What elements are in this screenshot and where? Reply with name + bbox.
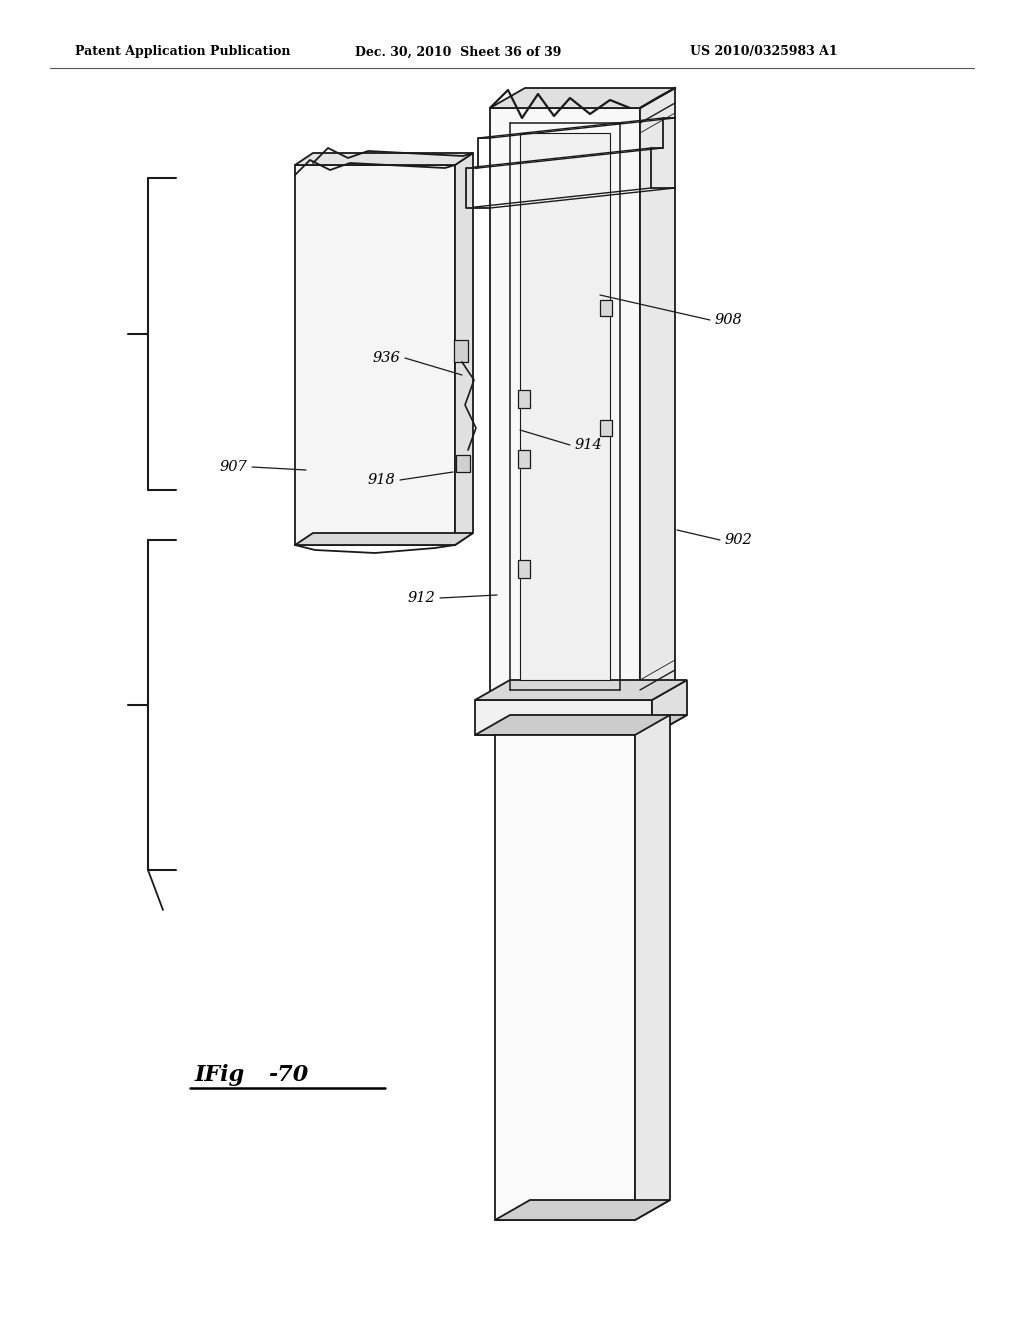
Text: 912: 912 bbox=[408, 591, 435, 605]
Text: 918: 918 bbox=[368, 473, 395, 487]
Polygon shape bbox=[454, 341, 468, 362]
Polygon shape bbox=[495, 735, 635, 1220]
Polygon shape bbox=[475, 700, 652, 735]
Polygon shape bbox=[495, 1200, 670, 1220]
Polygon shape bbox=[652, 680, 687, 735]
Text: IFig: IFig bbox=[195, 1064, 245, 1086]
Text: 914: 914 bbox=[575, 438, 603, 451]
Polygon shape bbox=[518, 389, 530, 408]
Polygon shape bbox=[600, 300, 612, 315]
Polygon shape bbox=[640, 88, 675, 700]
Text: Dec. 30, 2010  Sheet 36 of 39: Dec. 30, 2010 Sheet 36 of 39 bbox=[355, 45, 561, 58]
Text: -70: -70 bbox=[268, 1064, 308, 1086]
Polygon shape bbox=[295, 165, 455, 545]
Polygon shape bbox=[295, 533, 473, 545]
Polygon shape bbox=[518, 560, 530, 578]
Polygon shape bbox=[475, 715, 687, 735]
Polygon shape bbox=[520, 133, 610, 680]
Text: 907: 907 bbox=[219, 459, 247, 474]
Text: US 2010/0325983 A1: US 2010/0325983 A1 bbox=[690, 45, 838, 58]
Polygon shape bbox=[635, 715, 670, 1220]
Text: 936: 936 bbox=[373, 351, 400, 366]
Polygon shape bbox=[518, 450, 530, 469]
Polygon shape bbox=[455, 153, 473, 545]
Polygon shape bbox=[490, 108, 640, 700]
Text: Patent Application Publication: Patent Application Publication bbox=[75, 45, 291, 58]
Polygon shape bbox=[490, 88, 675, 108]
Polygon shape bbox=[295, 153, 473, 165]
Polygon shape bbox=[600, 420, 612, 436]
Text: 902: 902 bbox=[725, 533, 753, 546]
Polygon shape bbox=[456, 455, 470, 473]
Text: 908: 908 bbox=[715, 313, 742, 327]
Polygon shape bbox=[475, 680, 687, 700]
